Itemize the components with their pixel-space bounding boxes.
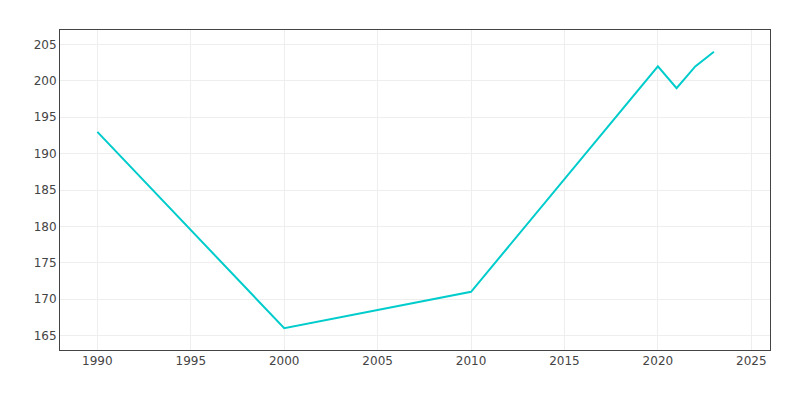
svg-text:165: 165 bbox=[34, 329, 57, 343]
svg-text:175: 175 bbox=[34, 256, 57, 270]
svg-text:2015: 2015 bbox=[549, 354, 580, 368]
svg-text:1995: 1995 bbox=[176, 354, 207, 368]
svg-text:200: 200 bbox=[34, 74, 57, 88]
svg-text:185: 185 bbox=[34, 183, 57, 197]
svg-text:2005: 2005 bbox=[362, 354, 393, 368]
svg-text:190: 190 bbox=[34, 147, 57, 161]
svg-text:2020: 2020 bbox=[643, 354, 674, 368]
svg-text:170: 170 bbox=[34, 292, 57, 306]
svg-text:1990: 1990 bbox=[82, 354, 113, 368]
svg-text:2000: 2000 bbox=[269, 354, 300, 368]
svg-text:2025: 2025 bbox=[736, 354, 767, 368]
svg-text:180: 180 bbox=[34, 220, 57, 234]
svg-text:2010: 2010 bbox=[456, 354, 487, 368]
svg-text:195: 195 bbox=[34, 110, 57, 124]
svg-text:205: 205 bbox=[34, 38, 57, 52]
